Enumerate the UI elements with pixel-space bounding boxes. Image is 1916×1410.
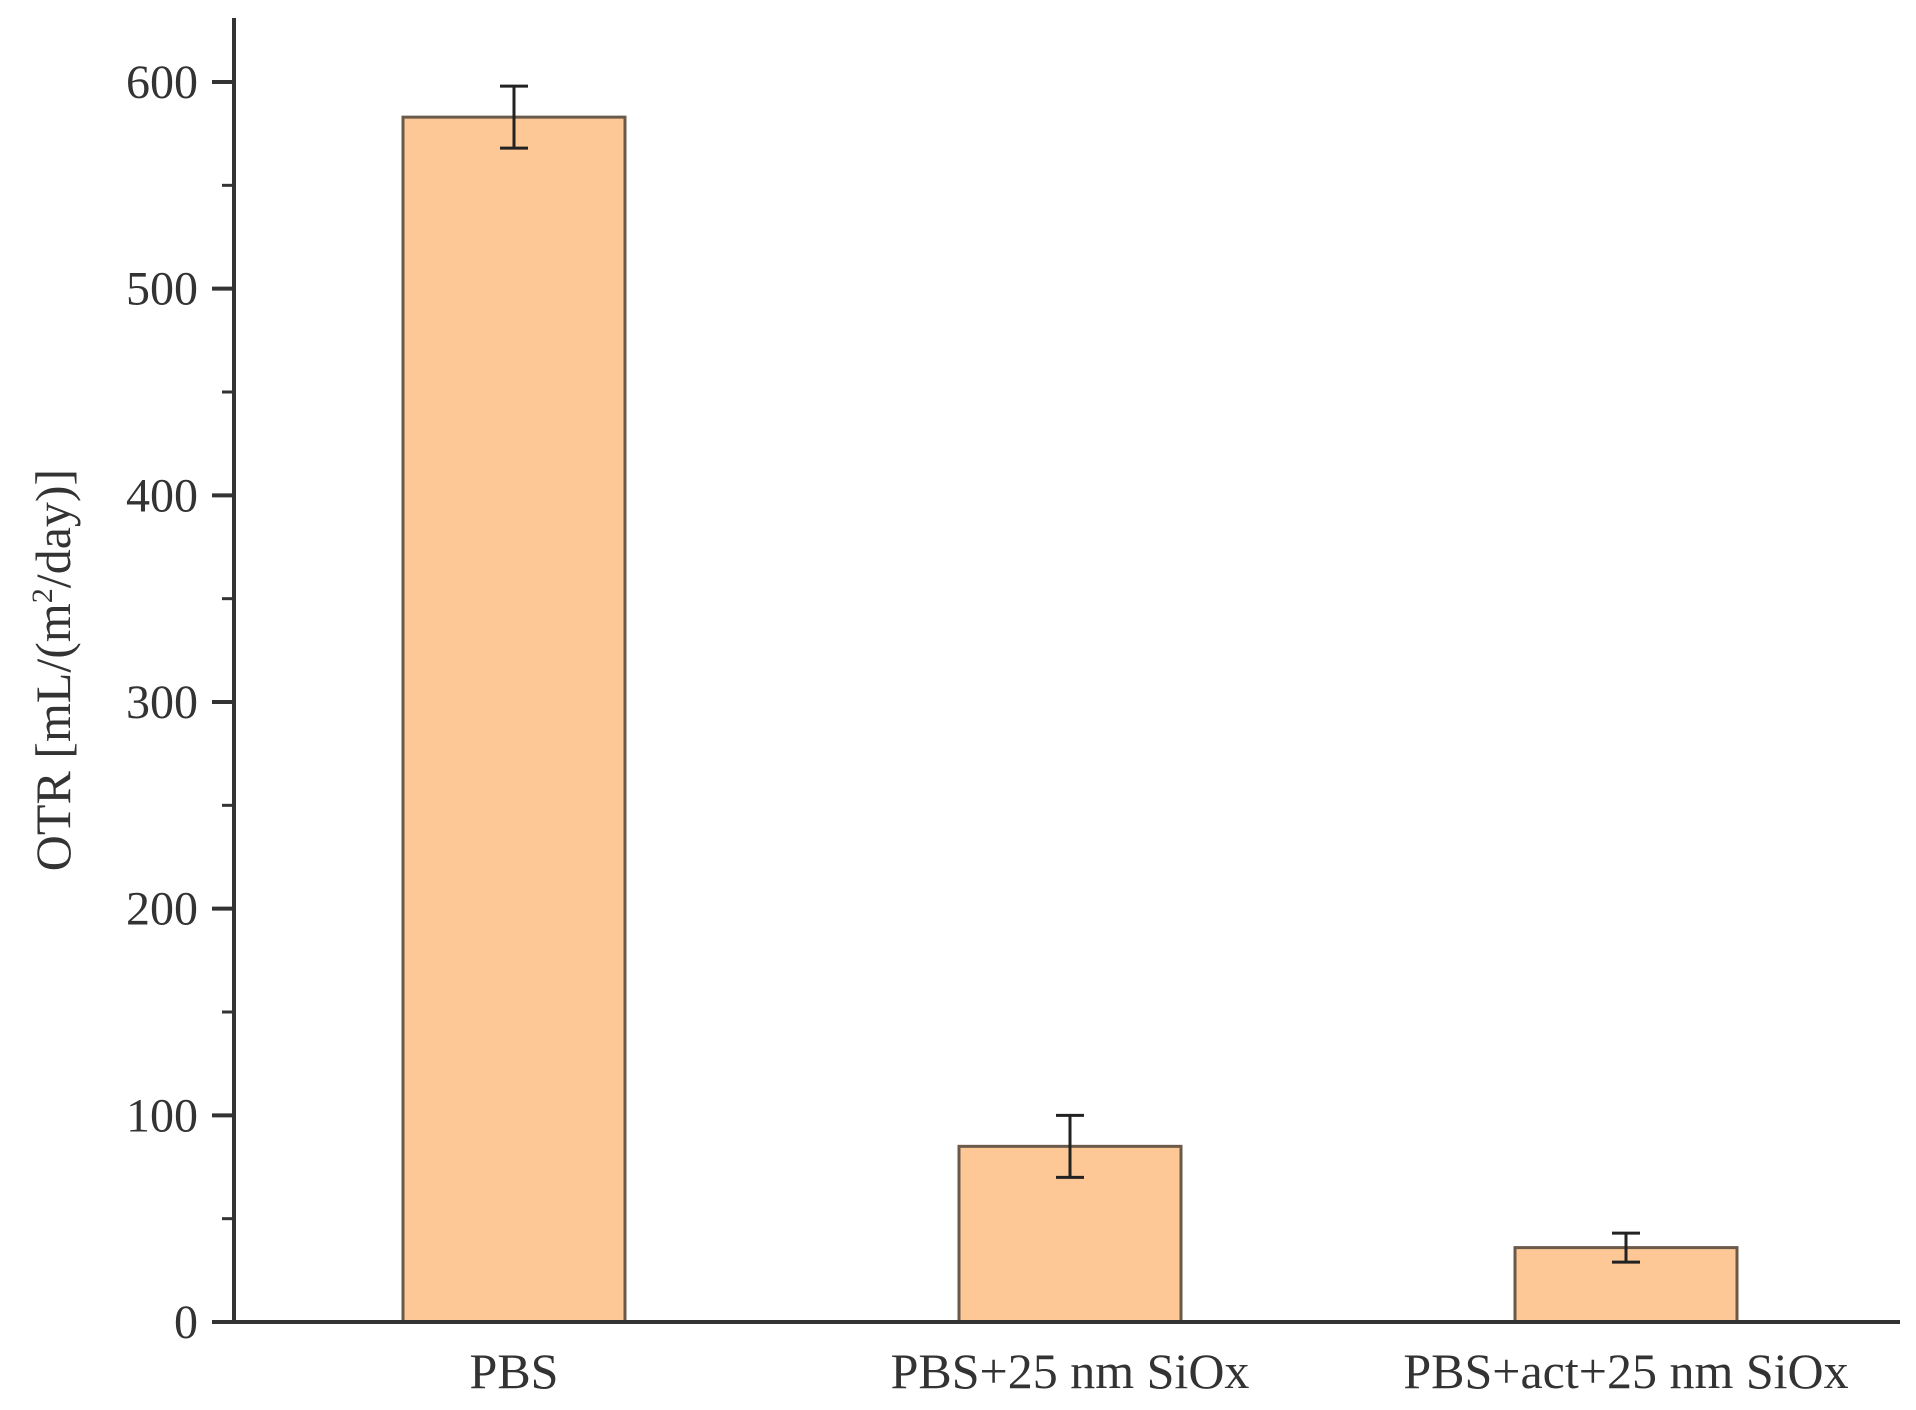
bar-1 xyxy=(401,115,627,1324)
y-ticks-group: 0 100 200 300 400 500 600 xyxy=(126,56,234,1349)
y-tick-label-100: 100 xyxy=(126,1089,198,1142)
y-tick-label-600: 600 xyxy=(126,56,198,109)
y-axis-title-superscript: 2 xyxy=(26,588,59,603)
y-tick-label-500: 500 xyxy=(126,263,198,316)
y-axis-title: OTR [mL/(m2/day)] xyxy=(25,469,81,871)
y-tick-label-300: 300 xyxy=(126,676,198,729)
y-tick-label-200: 200 xyxy=(126,883,198,936)
error-bars-group xyxy=(500,84,1640,1264)
x-tick-labels-group: PBS PBS+25 nm SiOx PBS+act+25 nm SiOx xyxy=(470,1343,1849,1399)
axes-group xyxy=(232,18,1900,1324)
y-tick-label-400: 400 xyxy=(126,469,198,522)
y-axis-title-tail: /day)] xyxy=(25,469,81,588)
x-tick-label-3: PBS+act+25 nm SiOx xyxy=(1403,1343,1848,1399)
x-tick-label-1: PBS xyxy=(470,1343,559,1399)
y-axis-title-main: OTR [mL/(m xyxy=(25,603,81,871)
y-tick-label-0: 0 xyxy=(174,1296,198,1349)
x-tick-label-2: PBS+25 nm SiOx xyxy=(891,1343,1250,1399)
